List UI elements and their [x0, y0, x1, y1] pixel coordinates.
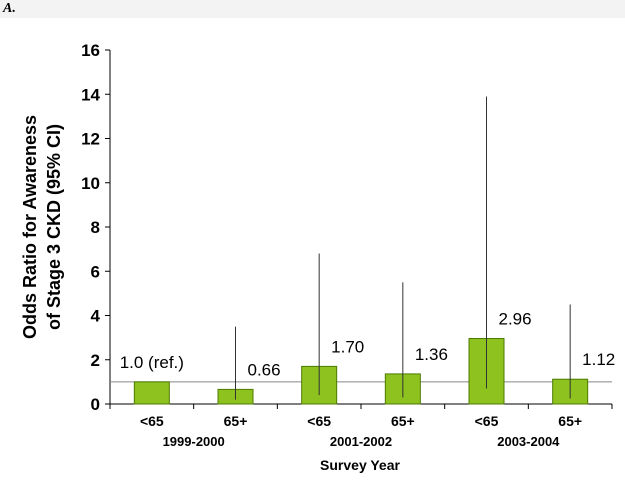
- y-tick-label: 8: [91, 218, 100, 237]
- x-category-label: <65: [140, 413, 164, 429]
- x-group-label: 1999-2000: [163, 434, 225, 449]
- data-label: 0.66: [248, 360, 281, 379]
- x-axis-title: Survey Year: [320, 457, 400, 473]
- y-tick-label: 16: [81, 41, 100, 60]
- y-tick-label: 6: [91, 262, 100, 281]
- data-label: 1.0 (ref.): [120, 353, 184, 372]
- y-axis-title-line: of Stage 3 CKD (95% CI): [44, 124, 64, 330]
- x-group-labels: 1999-2000 2001-2002 2003-2004: [163, 434, 561, 449]
- odds-ratio-chart: Odds Ratio for Awareness of Stage 3 CKD (…: [20, 41, 616, 473]
- x-category-label: 65+: [391, 413, 415, 429]
- x-category-labels: <65 65+ <65 65+ <65 65+: [140, 413, 582, 429]
- data-label: 1.36: [415, 345, 448, 364]
- data-labels: 1.0 (ref.) 0.66 1.70 1.36 2.96 1.12: [120, 310, 616, 380]
- x-category-label: <65: [475, 413, 499, 429]
- top-band: [0, 0, 625, 18]
- x-group-label: 2001-2002: [330, 434, 392, 449]
- data-label: 1.12: [582, 350, 615, 369]
- x-category-label: 65+: [224, 413, 248, 429]
- chart-frame: Odds Ratio for Awareness of Stage 3 CKD (…: [0, 18, 625, 477]
- y-tick-label: 2: [91, 351, 100, 370]
- y-axis-title: Odds Ratio for Awareness of Stage 3 CKD (…: [20, 115, 64, 339]
- y-tick-label: 10: [81, 174, 100, 193]
- x-category-label: <65: [307, 413, 331, 429]
- y-tick-label: 12: [81, 130, 100, 149]
- y-tick-label: 0: [91, 395, 100, 414]
- data-label: 2.96: [499, 310, 532, 329]
- y-tick-label: 14: [81, 85, 100, 104]
- y-tick-label: 4: [91, 307, 101, 326]
- y-axis-title-line: Odds Ratio for Awareness: [20, 115, 40, 339]
- y-axis-ticks: 0 2 4 6 8 10 12 14 16: [81, 41, 110, 414]
- x-category-label: 65+: [558, 413, 582, 429]
- error-bars: [235, 96, 571, 400]
- x-group-label: 2003-2004: [497, 434, 560, 449]
- axes: [109, 50, 613, 409]
- bar: [133, 381, 170, 405]
- panel-label: A.: [3, 1, 16, 16]
- data-label: 1.70: [331, 337, 364, 356]
